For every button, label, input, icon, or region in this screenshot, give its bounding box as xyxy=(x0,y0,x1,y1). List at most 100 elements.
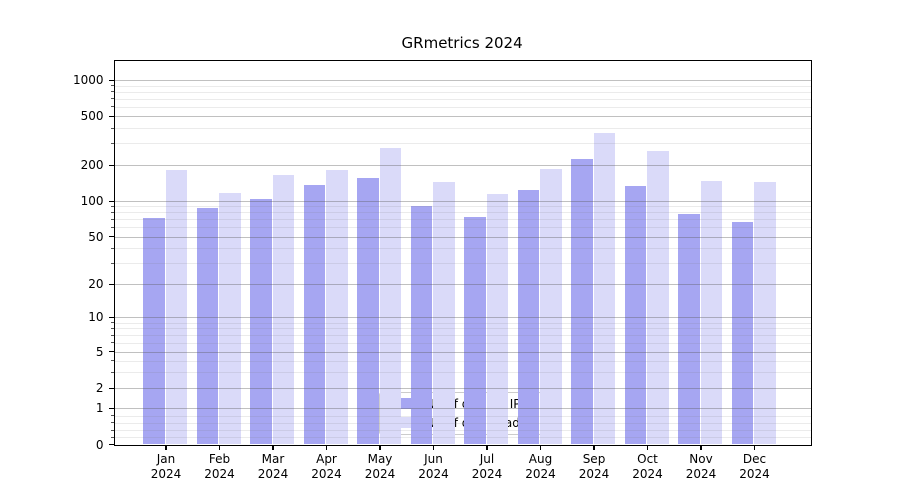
major-gridline xyxy=(113,201,811,202)
y-tick-label: 0 xyxy=(95,437,104,452)
minor-gridline xyxy=(113,106,811,108)
x-tick-year: 2024 xyxy=(578,466,610,481)
minor-gridline xyxy=(113,227,811,229)
y-minor-tick-mark xyxy=(111,429,114,431)
x-tick-month: Sep xyxy=(582,451,606,466)
y-tick-label: 500 xyxy=(80,109,104,124)
minor-gridline xyxy=(113,415,811,417)
y-minor-tick-mark xyxy=(111,205,114,207)
x-tick-mark xyxy=(486,445,488,450)
bar-distinct-ips-sep xyxy=(571,159,593,445)
bar-downloads-jun xyxy=(433,181,455,445)
x-tick-mark xyxy=(272,445,274,450)
y-minor-tick-mark xyxy=(111,371,114,373)
y-minor-tick-mark xyxy=(111,342,114,344)
x-tick-year: 2024 xyxy=(632,466,663,481)
x-tick-label-aug: Aug 2024 xyxy=(509,452,573,482)
legend-swatch-icon xyxy=(388,417,416,428)
minor-gridline xyxy=(113,328,811,330)
chart-title: GRmetrics 2024 xyxy=(401,34,523,52)
y-minor-tick-mark xyxy=(111,322,114,324)
y-minor-tick-mark xyxy=(111,415,114,417)
top-axis-spine xyxy=(113,59,812,61)
x-tick-label-oct: Oct 2024 xyxy=(616,452,680,482)
x-tick-mark xyxy=(325,445,328,450)
x-tick-mark xyxy=(165,445,167,450)
minor-gridline xyxy=(113,212,811,214)
bar-distinct-ips-jun xyxy=(410,206,433,445)
x-tick-month: Jul xyxy=(479,451,495,466)
bar-distinct-ips-nov xyxy=(678,213,700,445)
y-minor-tick-mark xyxy=(111,211,114,213)
y-tick-mark xyxy=(109,351,114,353)
y-tick-mark xyxy=(109,444,114,446)
x-tick-month: Aug xyxy=(528,451,553,466)
bar-distinct-ips-aug xyxy=(517,189,540,445)
x-tick-label-dec: Dec 2024 xyxy=(723,452,787,482)
x-tick-year: 2024 xyxy=(311,466,342,481)
x-tick-year: 2024 xyxy=(418,466,449,481)
y-tick-label: 2 xyxy=(95,381,104,396)
bar-distinct-ips-feb xyxy=(196,207,219,445)
y-tick-label: 200 xyxy=(80,158,104,172)
major-gridline xyxy=(113,284,811,286)
bar-downloads-jul xyxy=(486,194,509,445)
bar-distinct-ips-mar xyxy=(250,199,272,445)
minor-gridline xyxy=(113,98,811,100)
y-minor-tick-mark xyxy=(111,98,114,100)
y-minor-tick-mark xyxy=(111,106,114,108)
y-minor-tick-mark xyxy=(111,327,114,329)
x-tick-mark xyxy=(218,445,221,450)
bar-downloads-oct xyxy=(647,151,669,445)
x-tick-year: 2024 xyxy=(257,466,289,481)
y-minor-tick-mark xyxy=(111,218,114,220)
bar-downloads-apr xyxy=(326,169,348,445)
x-tick-mark xyxy=(379,445,381,450)
legend-swatch-icon xyxy=(388,398,416,409)
bottom-axis-spine xyxy=(113,444,812,446)
x-tick-month: Dec xyxy=(742,451,767,466)
bar-downloads-dec xyxy=(754,182,776,445)
minor-gridline xyxy=(113,263,811,265)
y-tick-label: 20 xyxy=(88,277,104,292)
x-tick-year: 2024 xyxy=(471,466,503,481)
minor-gridline xyxy=(113,372,811,374)
bar-downloads-mar xyxy=(272,174,295,445)
bar-downloads-nov xyxy=(700,180,723,445)
x-tick-label-nov: Nov 2024 xyxy=(669,452,733,482)
x-tick-mark xyxy=(539,445,542,450)
x-tick-mark xyxy=(753,445,756,450)
left-axis-spine xyxy=(113,59,115,446)
minor-gridline xyxy=(113,128,811,130)
right-axis-spine xyxy=(810,59,812,446)
y-minor-tick-mark xyxy=(111,436,114,438)
minor-gridline xyxy=(113,219,811,221)
y-tick-label: 100 xyxy=(80,194,104,208)
y-minor-tick-mark xyxy=(111,85,114,87)
y-tick-label: 5 xyxy=(95,344,104,359)
y-tick-label: 1 xyxy=(95,401,104,416)
bar-distinct-ips-apr xyxy=(303,185,326,445)
y-tick-label: 1000 xyxy=(72,73,104,87)
y-tick-mark xyxy=(109,200,114,202)
y-minor-tick-mark xyxy=(111,262,114,264)
bar-downloads-sep xyxy=(593,133,616,445)
x-tick-year: 2024 xyxy=(204,466,235,481)
x-tick-year: 2024 xyxy=(525,466,556,481)
x-tick-year: 2024 xyxy=(150,466,182,481)
minor-gridline xyxy=(113,85,811,87)
major-gridline xyxy=(113,116,811,118)
y-minor-tick-mark xyxy=(111,226,114,228)
major-gridline xyxy=(113,408,811,410)
x-tick-month: Nov xyxy=(689,451,713,466)
y-minor-tick-mark xyxy=(111,334,114,336)
y-minor-tick-mark xyxy=(111,127,114,129)
x-tick-year: 2024 xyxy=(739,466,770,481)
y-tick-mark xyxy=(109,79,114,81)
x-tick-year: 2024 xyxy=(685,466,717,481)
major-gridline xyxy=(113,388,811,390)
y-minor-tick-mark xyxy=(111,142,114,144)
x-tick-month: Feb xyxy=(208,451,231,466)
major-gridline xyxy=(113,236,811,238)
y-minor-tick-mark xyxy=(111,247,114,249)
